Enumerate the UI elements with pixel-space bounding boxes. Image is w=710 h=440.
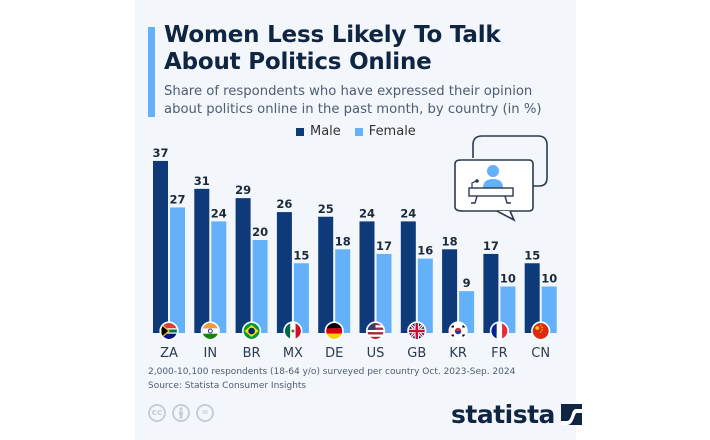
- bar-male-gb: [400, 221, 416, 333]
- india-flag: [200, 321, 220, 341]
- legend-item-male: Male: [296, 124, 341, 139]
- data-label-male-de: 25: [318, 202, 334, 216]
- legend-label-male: Male: [310, 124, 341, 139]
- data-label-male-us: 24: [359, 206, 375, 220]
- category-label-mx: MX: [283, 346, 303, 361]
- bar-male-mx: [276, 212, 292, 333]
- statista-logo[interactable]: statista: [451, 400, 582, 429]
- data-label-male-mx: 26: [276, 197, 292, 211]
- bar-male-in: [194, 188, 210, 333]
- attribution-icon[interactable]: [172, 404, 190, 422]
- bar-female-cn: [541, 286, 557, 333]
- source-note: Source: Statista Consumer Insights: [148, 381, 307, 391]
- category-label-za: ZA: [160, 346, 178, 361]
- legend-swatch-male: [296, 127, 304, 136]
- category-labels-group: ZA IN BR MX DE US GB KR FR CN: [160, 346, 550, 361]
- data-label-male-kr: 18: [442, 234, 458, 248]
- bar-male-de: [318, 216, 334, 333]
- person-glyph: [179, 407, 183, 419]
- data-label-male-in: 31: [194, 174, 210, 188]
- speech-bubble-speaker-podium-icon: [454, 135, 548, 222]
- bar-female-us: [376, 253, 392, 333]
- mexico-flag: [283, 321, 303, 341]
- data-label-male-fr: 17: [483, 239, 499, 253]
- survey-note: 2,000-10,100 respondents (18-64 y/o) sur…: [148, 367, 516, 377]
- legend-label-female: Female: [368, 124, 416, 139]
- bar-male-br: [235, 198, 251, 333]
- bar-male-cn: [524, 263, 540, 333]
- chart-subtitle: Share of respondents who have expressed …: [164, 84, 542, 117]
- category-label-kr: KR: [449, 346, 467, 361]
- china-flag: [531, 321, 551, 341]
- uk-flag: [407, 321, 427, 341]
- data-label-male-za: 37: [152, 146, 168, 160]
- statista-mark-icon: [560, 404, 582, 425]
- no-derivatives-icon[interactable]: =: [196, 404, 214, 422]
- bar-male-kr: [442, 249, 458, 333]
- data-label-female-br: 20: [252, 225, 268, 239]
- title-accent-bar: [148, 27, 155, 117]
- bar-male-za: [153, 160, 168, 333]
- data-label-male-cn: 15: [524, 248, 540, 262]
- data-label-female-fr: 10: [500, 272, 516, 286]
- france-flag: [489, 321, 510, 341]
- bar-female-fr: [500, 286, 516, 333]
- bar-male-fr: [483, 253, 499, 333]
- data-label-female-kr: 9: [463, 276, 471, 290]
- bar-female-mx: [293, 263, 309, 333]
- chart-title: Women Less Likely To Talk About Politics…: [164, 22, 501, 75]
- usa-flag: [365, 321, 386, 341]
- bar-female-in: [211, 221, 227, 333]
- data-label-female-cn: 10: [541, 272, 557, 286]
- category-label-br: BR: [243, 346, 261, 361]
- data-label-female-us: 17: [376, 239, 392, 253]
- category-label-us: US: [367, 346, 385, 361]
- data-label-female-de: 18: [335, 234, 351, 248]
- south-africa-flag: [159, 321, 179, 341]
- south-korea-flag: [448, 321, 468, 341]
- data-label-female-mx: 15: [293, 248, 309, 262]
- bar-female-br: [252, 240, 268, 333]
- bar-male-us: [359, 221, 375, 333]
- category-label-in: IN: [204, 346, 218, 361]
- germany-flag: [324, 321, 344, 341]
- data-label-female-gb: 16: [417, 244, 433, 258]
- bar-female-kr: [459, 291, 475, 333]
- cc-icon[interactable]: cc: [148, 404, 166, 422]
- data-label-male-br: 29: [235, 183, 251, 197]
- cc-icon-label: cc: [151, 408, 163, 418]
- category-label-gb: GB: [407, 346, 426, 361]
- legend-item-female: Female: [354, 124, 416, 139]
- legend-swatch-female: [354, 127, 363, 136]
- data-label-female-in: 24: [211, 206, 227, 220]
- legend: Male Female: [296, 124, 430, 139]
- category-label-de: DE: [325, 346, 343, 361]
- bar-female-za: [170, 207, 185, 333]
- flags-group: [159, 321, 551, 341]
- brazil-flag: [242, 321, 262, 341]
- data-label-female-za: 27: [169, 192, 185, 206]
- category-label-cn: CN: [531, 346, 550, 361]
- bar-female-de: [335, 249, 351, 333]
- brand-name: statista: [451, 400, 555, 429]
- category-label-fr: FR: [491, 346, 508, 361]
- bar-female-gb: [417, 258, 433, 333]
- no-derivatives-label: =: [201, 408, 209, 418]
- footer-notes: 2,000-10,100 respondents (18-64 y/o) sur…: [148, 365, 515, 393]
- license-icons: cc =: [148, 404, 220, 422]
- data-label-male-gb: 24: [400, 206, 416, 220]
